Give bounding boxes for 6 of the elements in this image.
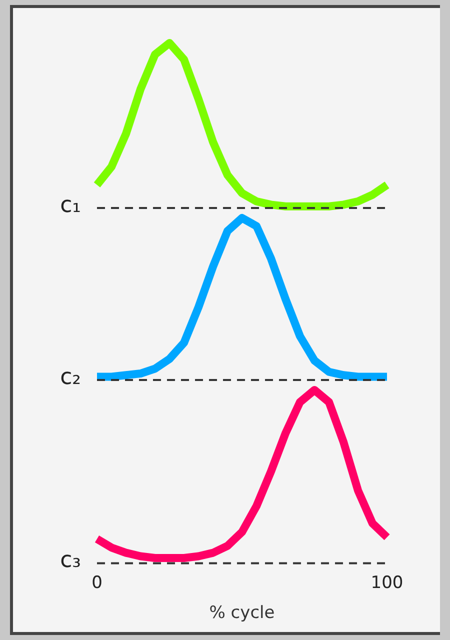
y-axis-title: c₃ xyxy=(60,548,81,574)
y-axis-title: c₁ xyxy=(60,193,81,218)
x-tick-label: 100 xyxy=(370,572,404,593)
x-tick-label: 0 xyxy=(92,572,102,593)
y-axis-title: c₂ xyxy=(60,365,81,390)
x-axis-title: % cycle xyxy=(209,603,275,624)
